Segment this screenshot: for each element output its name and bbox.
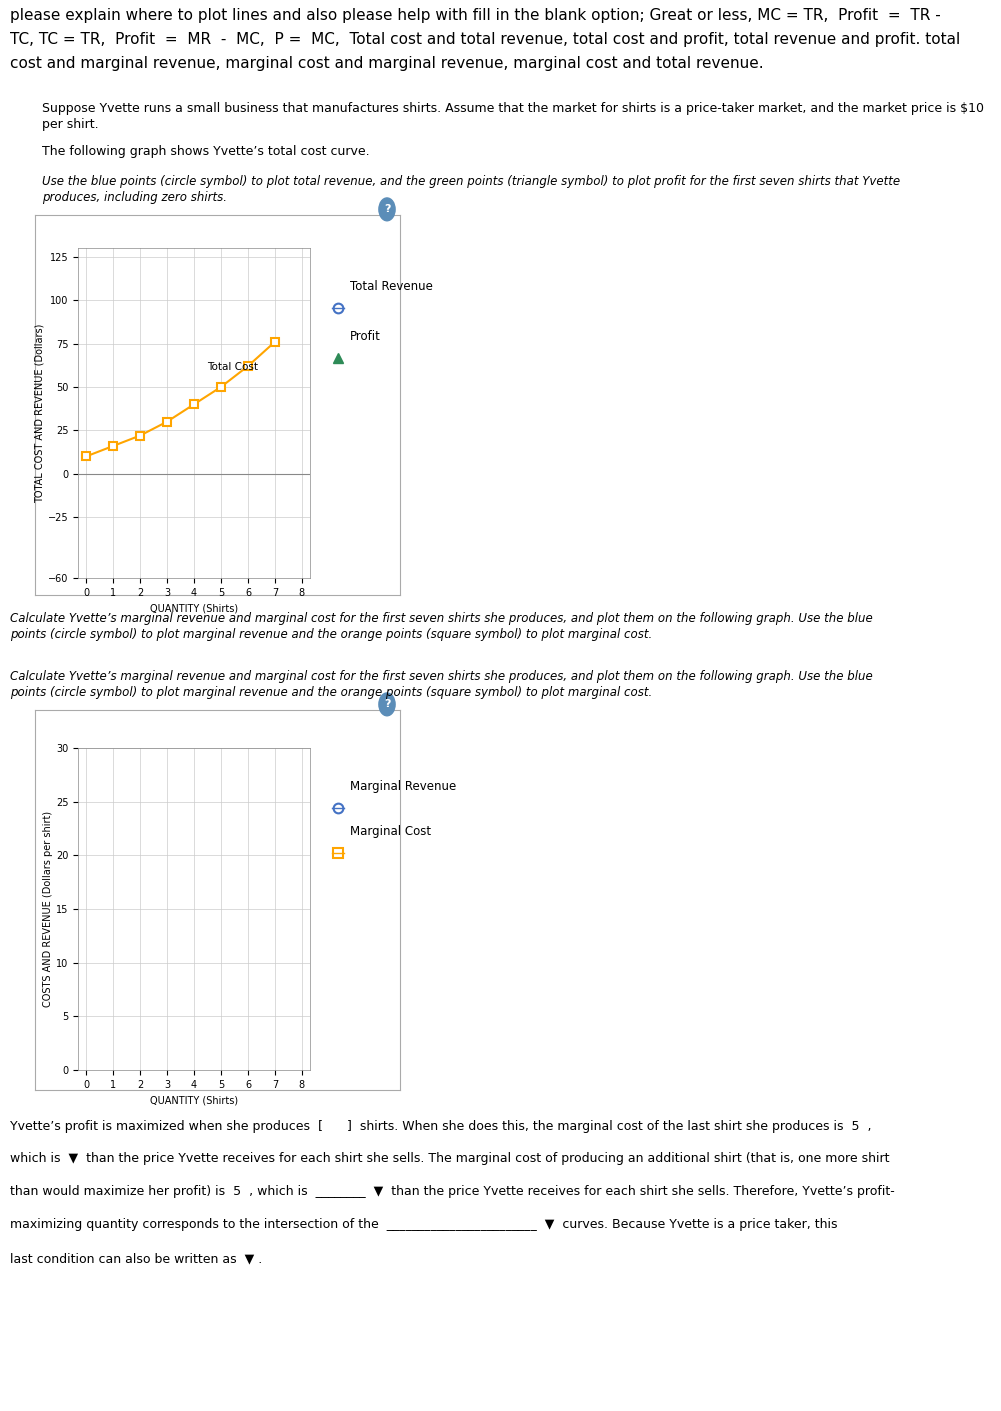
Text: produces, including zero shirts.: produces, including zero shirts. — [42, 190, 227, 205]
Text: points (circle symbol) to plot marginal revenue and the orange points (square sy: points (circle symbol) to plot marginal … — [10, 686, 653, 698]
Text: Calculate Yvette’s marginal revenue and marginal cost for the first seven shirts: Calculate Yvette’s marginal revenue and … — [10, 612, 873, 625]
Text: Calculate Yvette’s marginal revenue and marginal cost for the first seven shirts: Calculate Yvette’s marginal revenue and … — [10, 670, 873, 683]
Text: Suppose Yvette runs a small business that manufactures shirts. Assume that the m: Suppose Yvette runs a small business tha… — [42, 102, 984, 116]
Text: Total Revenue: Total Revenue — [350, 279, 432, 293]
Text: Total Cost: Total Cost — [207, 361, 258, 371]
Circle shape — [379, 693, 395, 715]
Text: which is  ▼  than the price Yvette receives for each shirt she sells. The margin: which is ▼ than the price Yvette receive… — [10, 1151, 890, 1165]
Text: Yvette’s profit is maximized when she produces  [      ]  shirts. When she does : Yvette’s profit is maximized when she pr… — [10, 1120, 872, 1133]
X-axis label: QUANTITY (Shirts): QUANTITY (Shirts) — [150, 604, 238, 614]
Text: Marginal Revenue: Marginal Revenue — [350, 780, 456, 793]
Text: Marginal Cost: Marginal Cost — [350, 825, 431, 838]
Text: per shirt.: per shirt. — [42, 119, 99, 131]
Text: The following graph shows Yvette’s total cost curve.: The following graph shows Yvette’s total… — [42, 145, 369, 158]
Text: than would maximize her profit) is  5  , which is  ________  ▼  than the price Y: than would maximize her profit) is 5 , w… — [10, 1185, 895, 1198]
Circle shape — [379, 198, 395, 220]
Text: TC, TC = TR,  Profit  =  MR  -  MC,  P =  MC,  Total cost and total revenue, tot: TC, TC = TR, Profit = MR - MC, P = MC, T… — [10, 32, 960, 47]
Y-axis label: TOTAL COST AND REVENUE (Dollars): TOTAL COST AND REVENUE (Dollars) — [35, 323, 45, 502]
Text: Profit: Profit — [350, 330, 380, 343]
Text: maximizing quantity corresponds to the intersection of the  ____________________: maximizing quantity corresponds to the i… — [10, 1218, 838, 1230]
Text: ?: ? — [383, 205, 390, 214]
Text: please explain where to plot lines and also please help with fill in the blank o: please explain where to plot lines and a… — [10, 8, 941, 23]
Text: cost and marginal revenue, marginal cost and marginal revenue, marginal cost and: cost and marginal revenue, marginal cost… — [10, 56, 764, 71]
Text: ?: ? — [383, 700, 390, 710]
Text: last condition can also be written as  ▼ .: last condition can also be written as ▼ … — [10, 1252, 262, 1266]
Y-axis label: COSTS AND REVENUE (Dollars per shirt): COSTS AND REVENUE (Dollars per shirt) — [43, 811, 53, 1007]
Text: Use the blue points (circle symbol) to plot total revenue, and the green points : Use the blue points (circle symbol) to p… — [42, 175, 900, 188]
X-axis label: QUANTITY (Shirts): QUANTITY (Shirts) — [150, 1095, 238, 1105]
Text: points (circle symbol) to plot marginal revenue and the orange points (square sy: points (circle symbol) to plot marginal … — [10, 628, 653, 641]
